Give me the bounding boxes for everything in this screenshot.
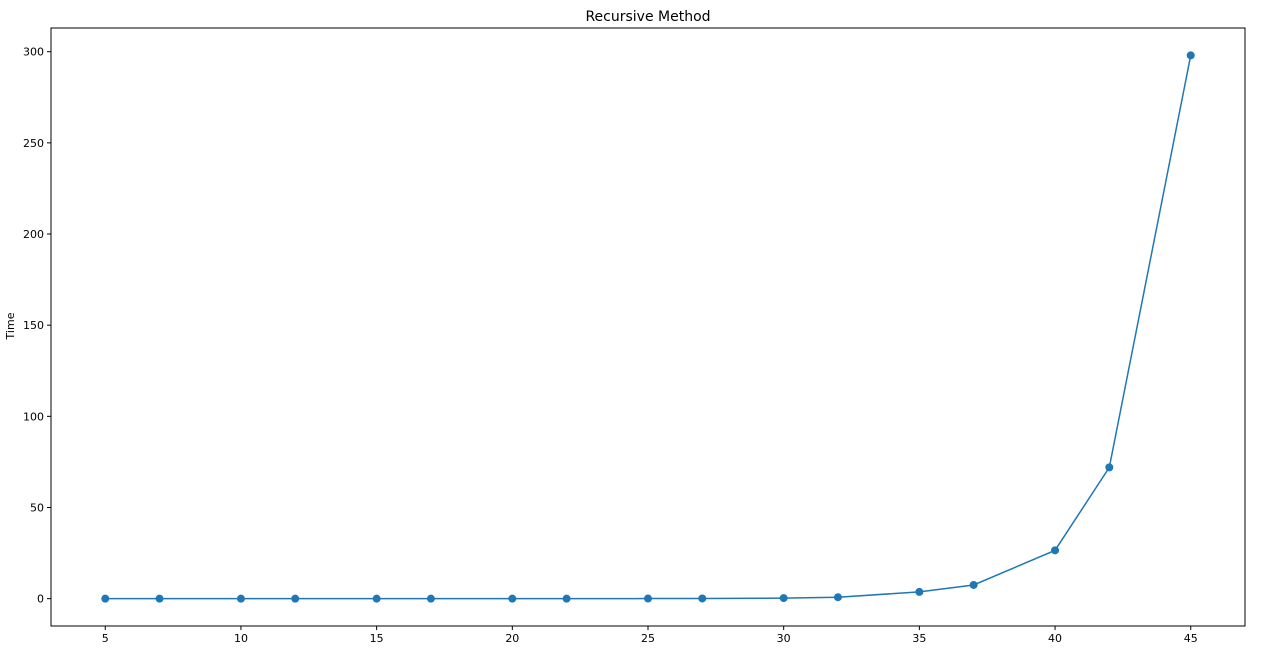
y-tick-label: 150 (23, 319, 44, 332)
data-point (508, 594, 517, 603)
x-tick-label: 45 (1184, 632, 1198, 645)
y-tick-label: 50 (30, 501, 44, 514)
chart-title: Recursive Method (585, 9, 710, 25)
data-point (155, 594, 164, 603)
y-tick-label: 300 (23, 46, 44, 59)
x-tick-label: 10 (234, 632, 248, 645)
data-point (426, 594, 435, 603)
data-point (915, 587, 924, 596)
axes-frame (50, 27, 1246, 627)
series-line (105, 55, 1192, 600)
data-point (644, 594, 652, 603)
x-tick-label: 30 (777, 632, 791, 645)
data-point (833, 593, 842, 602)
data-point (1186, 51, 1195, 60)
plot-area: 5 10 15 20 25 30 35 40 45 0 50 100 150 200 250 300 (23, 46, 1198, 645)
y-axis-label: Time (4, 312, 17, 340)
x-tick-label: 25 (641, 632, 655, 645)
x-tick-label: 35 (912, 632, 926, 645)
x-tick-label: 40 (1048, 632, 1062, 645)
data-point (372, 594, 381, 603)
data-point (562, 594, 571, 603)
y-tick-label: 100 (23, 410, 44, 423)
x-tick-label: 5 (102, 632, 109, 645)
data-point (969, 580, 978, 589)
data-point (1105, 463, 1114, 472)
x-tick-label: 20 (505, 632, 519, 645)
x-tick-label: 15 (370, 632, 384, 645)
data-point (101, 594, 110, 603)
y-tick-label: 0 (37, 593, 44, 606)
data-point (1051, 546, 1060, 555)
data-point (698, 594, 707, 603)
data-point (236, 594, 245, 603)
data-point (291, 594, 300, 603)
data-point (779, 594, 788, 603)
y-tick-label: 200 (23, 228, 44, 241)
y-tick-label: 250 (23, 137, 44, 150)
